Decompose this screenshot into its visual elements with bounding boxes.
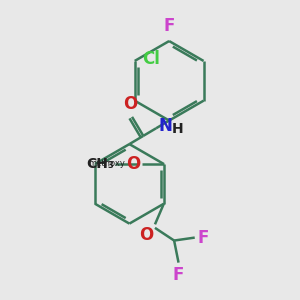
Text: N: N [158, 117, 172, 135]
Text: O: O [139, 226, 154, 244]
Text: O: O [126, 155, 140, 173]
Text: CH₃: CH₃ [86, 157, 114, 171]
Text: methoxy: methoxy [89, 160, 125, 169]
Text: Cl: Cl [142, 50, 160, 68]
Text: H: H [171, 122, 183, 136]
Text: F: F [173, 266, 184, 284]
Text: O: O [123, 95, 138, 113]
Text: F: F [197, 229, 208, 247]
Text: F: F [164, 16, 175, 34]
